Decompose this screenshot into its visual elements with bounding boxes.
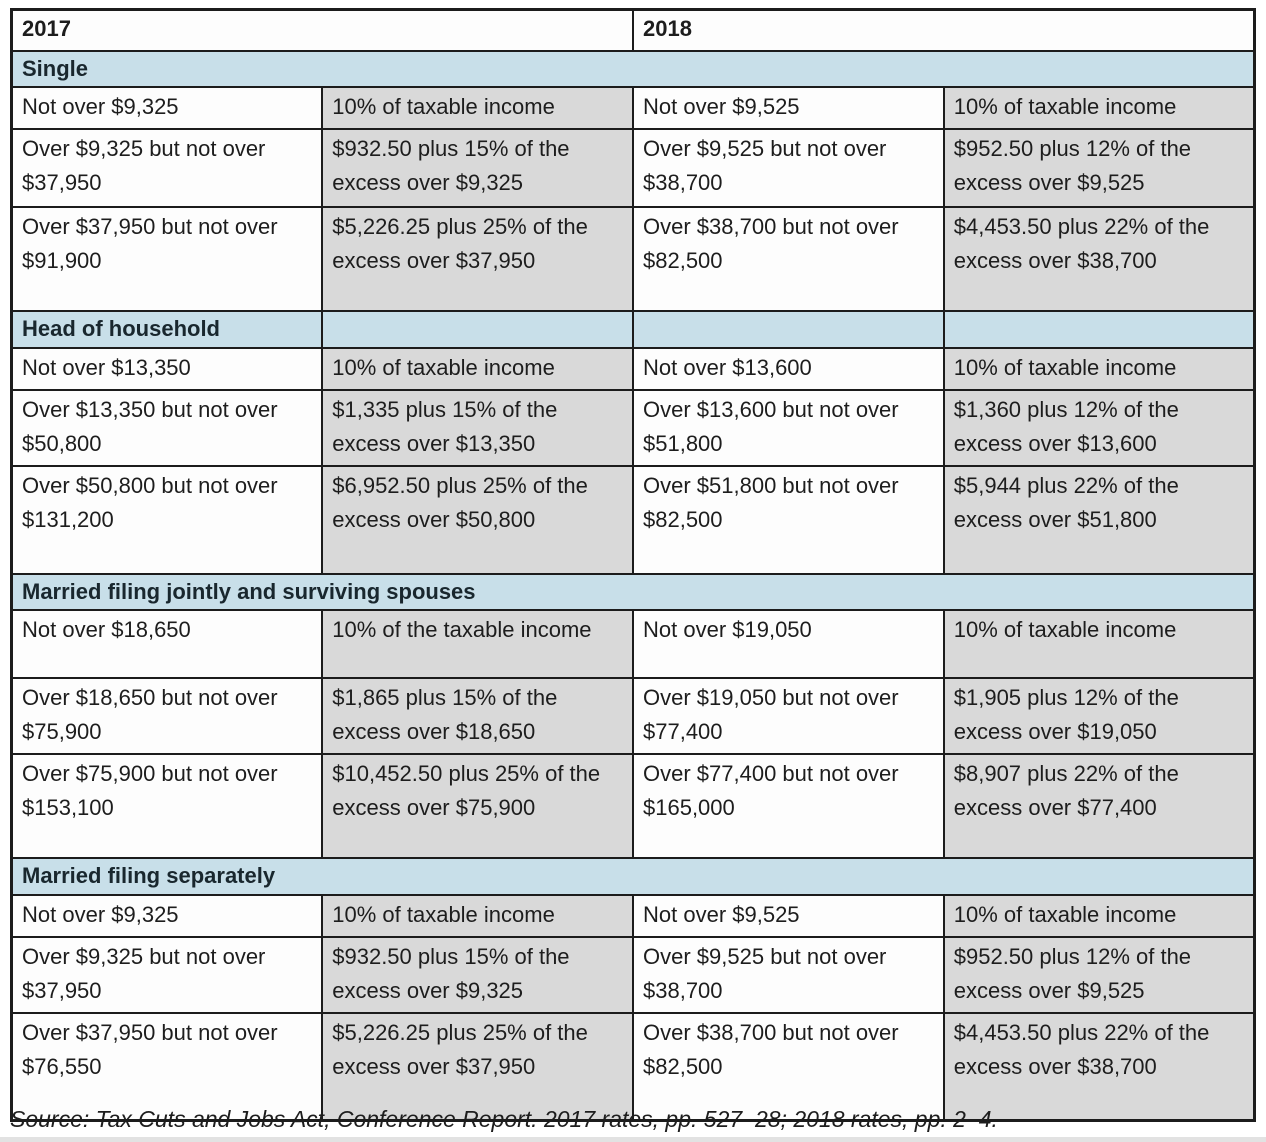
- bracket-2017-cell: Over $18,650 but not over $75,900: [10, 676, 324, 755]
- bracket-2018-cell: Not over $13,600: [632, 346, 945, 391]
- section-row-head-of-household: Head of household: [10, 309, 1256, 349]
- rate-2017-cell: $5,226.25 plus 25% of the excess over $3…: [321, 1011, 634, 1122]
- rate-2018-cell: $4,453.50 plus 22% of the excess over $3…: [942, 205, 1256, 312]
- section-row-single: Single: [10, 49, 1256, 88]
- rate-2018-cell: $1,905 plus 12% of the excess over $19,0…: [942, 676, 1256, 755]
- section-empty-cell: [632, 309, 945, 349]
- section-header-single: Single: [10, 49, 1256, 88]
- rate-2018-cell: $8,907 plus 22% of the excess over $77,4…: [942, 752, 1256, 859]
- bracket-2017-cell: Over $9,325 but not over $37,950: [10, 935, 324, 1014]
- page-bottom-edge: [0, 1137, 1266, 1142]
- table-row: Not over $18,650 10% of the taxable inco…: [10, 608, 1256, 679]
- bracket-2018-cell: Over $9,525 but not over $38,700: [632, 127, 945, 208]
- rate-2017-cell: 10% of taxable income: [321, 893, 634, 938]
- bracket-2017-cell: Not over $13,350: [10, 346, 324, 391]
- tax-rate-comparison-table: 2017 2018 Single Not over $9,325 10% of …: [10, 8, 1256, 1122]
- rate-2017-cell: 10% of taxable income: [321, 346, 634, 391]
- table-row: Over $9,325 but not over $37,950 $932.50…: [10, 127, 1256, 208]
- section-header-married-separately: Married filing separately: [10, 856, 1256, 896]
- rate-2018-cell: $952.50 plus 12% of the excess over $9,5…: [942, 935, 1256, 1014]
- bracket-2018-cell: Over $9,525 but not over $38,700: [632, 935, 945, 1014]
- table-row: Over $50,800 but not over $131,200 $6,95…: [10, 464, 1256, 575]
- rate-2017-cell: $932.50 plus 15% of the excess over $9,3…: [321, 935, 634, 1014]
- year-2017-header: 2017: [10, 8, 634, 52]
- table-row: Over $37,950 but not over $76,550 $5,226…: [10, 1011, 1256, 1122]
- bracket-2018-cell: Over $19,050 but not over $77,400: [632, 676, 945, 755]
- bracket-2017-cell: Over $9,325 but not over $37,950: [10, 127, 324, 208]
- table-row: Over $37,950 but not over $91,900 $5,226…: [10, 205, 1256, 312]
- rate-2017-cell: $1,335 plus 15% of the excess over $13,3…: [321, 388, 634, 467]
- bracket-2017-cell: Over $37,950 but not over $76,550: [10, 1011, 324, 1122]
- table-row: Not over $9,325 10% of taxable income No…: [10, 85, 1256, 130]
- bracket-2018-cell: Over $51,800 but not over $82,500: [632, 464, 945, 575]
- rate-2018-cell: $5,944 plus 22% of the excess over $51,8…: [942, 464, 1256, 575]
- section-header-head-of-household: Head of household: [10, 309, 324, 349]
- rate-2018-cell: 10% of taxable income: [942, 893, 1256, 938]
- section-row-married-separately: Married filing separately: [10, 856, 1256, 896]
- rate-2017-cell: 10% of taxable income: [321, 85, 634, 130]
- rate-2017-cell: $932.50 plus 15% of the excess over $9,3…: [321, 127, 634, 208]
- rate-2018-cell: 10% of taxable income: [942, 346, 1256, 391]
- table-row: Not over $9,325 10% of taxable income No…: [10, 893, 1256, 938]
- section-empty-cell: [942, 309, 1256, 349]
- table-row: Not over $13,350 10% of taxable income N…: [10, 346, 1256, 391]
- bracket-2018-cell: Not over $9,525: [632, 893, 945, 938]
- rate-2017-cell: 10% of the taxable income: [321, 608, 634, 679]
- source-citation: Source: Tax Cuts and Jobs Act, Conferenc…: [10, 1106, 998, 1132]
- section-row-married-jointly: Married filing jointly and surviving spo…: [10, 572, 1256, 611]
- table-row: Over $18,650 but not over $75,900 $1,865…: [10, 676, 1256, 755]
- table-row: Over $13,350 but not over $50,800 $1,335…: [10, 388, 1256, 467]
- bracket-2017-cell: Over $37,950 but not over $91,900: [10, 205, 324, 312]
- bracket-2018-cell: Not over $19,050: [632, 608, 945, 679]
- section-header-married-jointly: Married filing jointly and surviving spo…: [10, 572, 1256, 611]
- bracket-2017-cell: Over $50,800 but not over $131,200: [10, 464, 324, 575]
- bracket-2018-cell: Over $13,600 but not over $51,800: [632, 388, 945, 467]
- rate-2017-cell: $5,226.25 plus 25% of the excess over $3…: [321, 205, 634, 312]
- rate-2018-cell: 10% of taxable income: [942, 608, 1256, 679]
- rate-2018-cell: $952.50 plus 12% of the excess over $9,5…: [942, 127, 1256, 208]
- bracket-2018-cell: Not over $9,525: [632, 85, 945, 130]
- year-2018-header: 2018: [632, 8, 1256, 52]
- section-empty-cell: [321, 309, 634, 349]
- table-row: Over $75,900 but not over $153,100 $10,4…: [10, 752, 1256, 859]
- rate-2017-cell: $6,952.50 plus 25% of the excess over $5…: [321, 464, 634, 575]
- rate-2017-cell: $10,452.50 plus 25% of the excess over $…: [321, 752, 634, 859]
- bracket-2017-cell: Not over $9,325: [10, 85, 324, 130]
- bracket-2017-cell: Over $13,350 but not over $50,800: [10, 388, 324, 467]
- year-header-row: 2017 2018: [10, 8, 1256, 52]
- rate-2018-cell: $1,360 plus 12% of the excess over $13,6…: [942, 388, 1256, 467]
- bracket-2018-cell: Over $77,400 but not over $165,000: [632, 752, 945, 859]
- bracket-2017-cell: Over $75,900 but not over $153,100: [10, 752, 324, 859]
- bracket-2018-cell: Over $38,700 but not over $82,500: [632, 205, 945, 312]
- rate-2017-cell: $1,865 plus 15% of the excess over $18,6…: [321, 676, 634, 755]
- rate-2018-cell: 10% of taxable income: [942, 85, 1256, 130]
- bracket-2018-cell: Over $38,700 but not over $82,500: [632, 1011, 945, 1122]
- bracket-2017-cell: Not over $18,650: [10, 608, 324, 679]
- bracket-2017-cell: Not over $9,325: [10, 893, 324, 938]
- rate-2018-cell: $4,453.50 plus 22% of the excess over $3…: [942, 1011, 1256, 1122]
- table-row: Over $9,325 but not over $37,950 $932.50…: [10, 935, 1256, 1014]
